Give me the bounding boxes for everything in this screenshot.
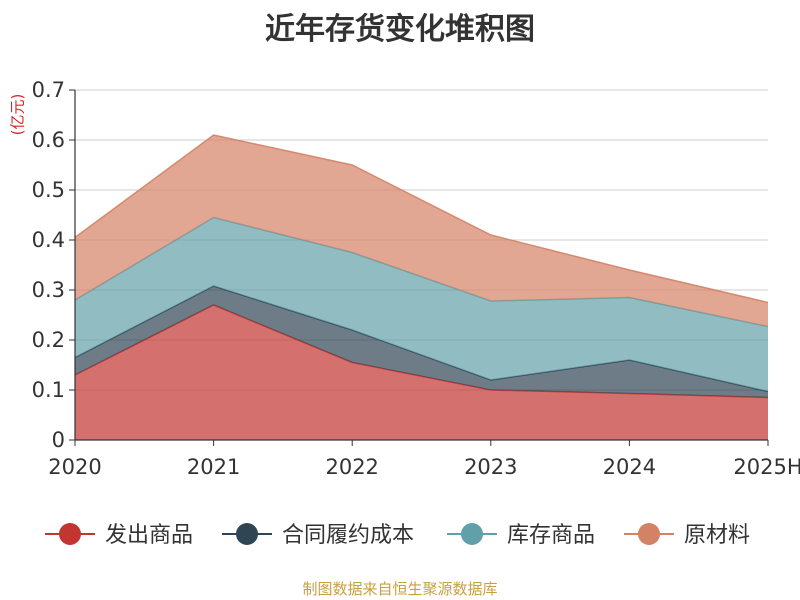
area-series-2: [75, 217, 768, 392]
y-tick-label: 0.6: [32, 128, 65, 152]
axes: 0 0.1 0.2 0.3 0.4 0.5 0.6 0.7 2020 2021 2022 2023 20…: [32, 78, 800, 479]
y-tick-label: 0.5: [32, 178, 65, 202]
legend[interactable]: 发出商品 合同履约成本 库存商品 原材料: [45, 523, 750, 548]
x-tick-label: 2020: [48, 455, 101, 479]
area-series: [74, 134, 769, 440]
y-tick-label: 0: [52, 428, 65, 452]
legend-marker: [461, 523, 483, 545]
legend-marker: [638, 523, 660, 545]
legend-item-2[interactable]: 库存商品: [447, 523, 595, 548]
area-series-0: [75, 305, 768, 440]
x-tick-label: 2023: [464, 455, 517, 479]
series-line-3: [74, 134, 769, 304]
legend-label: 合同履约成本: [282, 523, 414, 548]
legend-item-3[interactable]: 原材料: [624, 523, 750, 548]
x-tick-label: 2025H: [733, 455, 800, 479]
y-tick-label: 0.1: [32, 378, 65, 402]
x-tick-label: 2024: [603, 455, 656, 479]
y-tick-label: 0.3: [32, 278, 65, 302]
area-series-1: [75, 286, 768, 398]
y-tick-label: 0.7: [32, 78, 65, 102]
legend-item-1[interactable]: 合同履约成本: [222, 523, 414, 548]
legend-label: 原材料: [684, 523, 750, 548]
y-tick-label: 0.4: [32, 228, 65, 252]
source-note: 制图数据来自恒生聚源数据库: [302, 580, 498, 598]
legend-label: 发出商品: [105, 523, 193, 548]
area-series-3: [75, 135, 768, 327]
y-tick-label: 0.2: [32, 328, 65, 352]
legend-label: 库存商品: [507, 523, 595, 548]
x-tick-label: 2021: [187, 455, 240, 479]
legend-item-0[interactable]: 发出商品: [45, 523, 193, 548]
legend-marker: [59, 523, 81, 545]
chart-title: 近年存货变化堆积图: [265, 12, 535, 47]
legend-marker: [236, 523, 258, 545]
x-tick-label: 2022: [325, 455, 378, 479]
